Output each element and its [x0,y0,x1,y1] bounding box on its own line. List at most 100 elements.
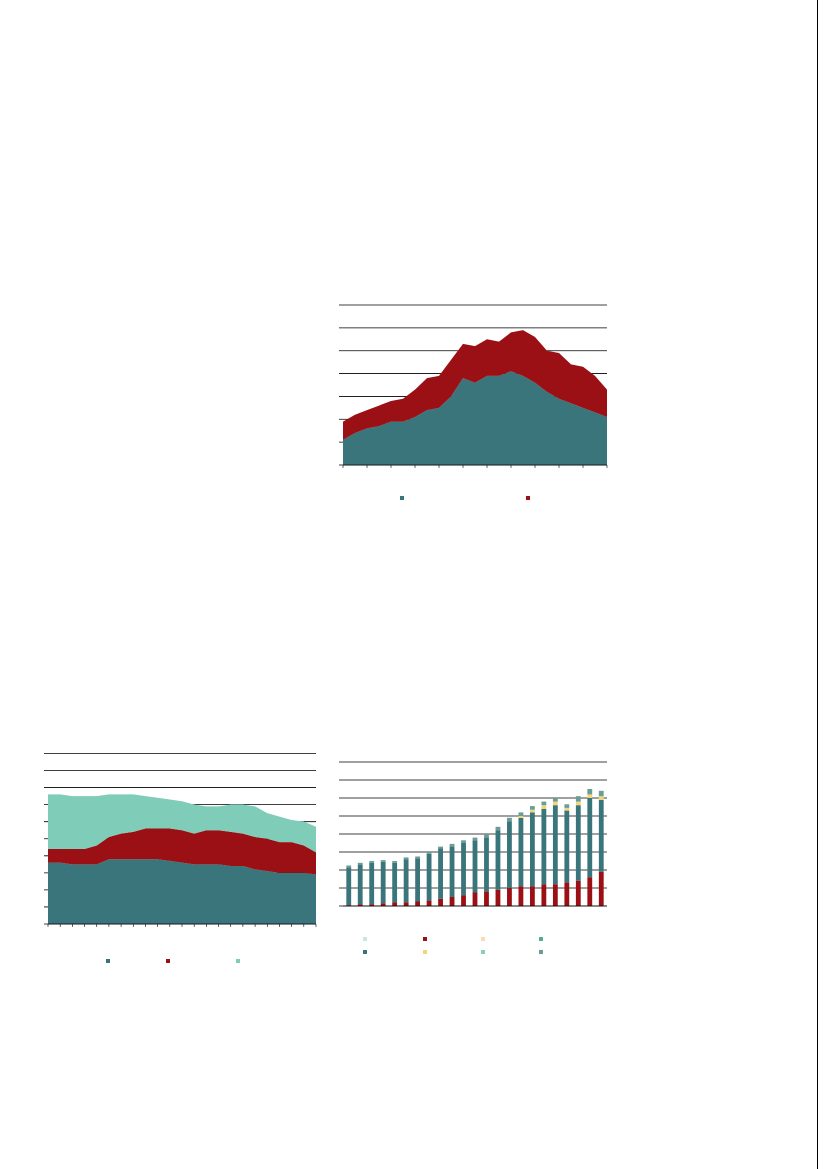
legend-swatch-1 [423,937,427,941]
legend-swatch-4 [363,950,367,954]
bar-segment-3 [461,840,466,843]
bar-segment-1 [518,817,524,887]
bar-segment-3 [529,806,535,810]
bar-chart-bottom-plot [339,761,607,954]
area-chart-bottom [40,753,325,970]
legend-swatch-0 [363,937,367,941]
series-area-0 [48,859,316,924]
bar-segment-0 [369,904,375,906]
legend-swatch-2 [236,959,240,963]
legend-swatch-5 [423,950,427,954]
bar-segment-0 [426,900,432,906]
bar-segment-0 [403,902,409,906]
legend-swatch-3 [539,937,543,941]
bar-segment-3 [438,846,443,849]
bar-segment-1 [438,848,443,899]
bar-segment-2 [541,805,547,809]
bar-segment-3 [426,852,432,854]
bar-segment-0 [552,884,558,906]
legend-swatch-0 [106,959,110,963]
bar-segment-3 [369,861,375,863]
bar-segment-3 [564,804,570,808]
bar-segment-1 [346,867,352,906]
bar-segment-1 [564,810,570,883]
bar-segment-0 [346,905,352,906]
bar-segment-3 [392,861,398,863]
bar-segment-1 [529,812,535,887]
bar-segment-2 [564,807,570,811]
legend-swatch-1 [526,496,530,500]
bar-segment-3 [552,798,558,802]
series-area-0 [343,371,607,465]
area-chart-bottom-plot [44,753,317,963]
bar-segment-2 [529,809,535,813]
legend-swatch-0 [400,496,404,500]
bar-segment-3 [449,843,455,847]
bar-segment-1 [575,805,581,881]
series-area-1 [48,828,316,875]
bar-segment-2 [575,801,581,806]
bar-segment-1 [392,862,398,903]
bar-segment-1 [426,853,432,901]
bar-segment-2 [552,801,558,806]
bar-segment-1 [484,837,489,892]
bar-segment-0 [529,886,535,906]
series-area-2 [48,794,316,853]
bar-segment-3 [380,860,386,862]
bar-segment-1 [472,840,478,893]
bar-segment-2 [518,816,524,818]
bar-segment-3 [587,789,593,795]
bar-segment-3 [357,862,363,865]
bar-segment-1 [449,846,455,897]
bar-segment-3 [403,857,409,860]
bar-segment-3 [598,790,604,797]
bar-segment-0 [438,898,443,906]
bar-segment-0 [472,892,478,906]
bar-segment-0 [575,880,581,906]
bar-segment-0 [392,902,398,906]
bar-segment-2 [598,796,604,800]
bar-segment-1 [461,843,466,896]
area-chart-top [335,298,615,513]
bar-segment-1 [552,805,558,885]
bar-segment-3 [541,801,547,806]
bar-segment-1 [380,861,386,904]
bar-segment-3 [415,856,421,859]
bar-segment-1 [598,799,604,872]
bar-segment-2 [587,794,593,798]
bar-segment-3 [484,834,489,838]
bar-segment-3 [507,817,512,822]
bar-segment-3 [575,796,581,802]
bar-segment-0 [380,903,386,906]
area-chart-top-plot [339,304,608,500]
bar-segment-1 [587,798,593,878]
bar-segment-0 [518,886,524,906]
bar-segment-0 [564,882,570,906]
bar-segment-0 [598,871,604,906]
bar-segment-0 [541,884,547,906]
bar-segment-1 [403,859,409,903]
bar-segment-0 [495,889,501,906]
legend-swatch-1 [166,959,170,963]
page-edge-line [817,0,818,1169]
bar-segment-1 [507,821,512,888]
bar-segment-1 [357,864,363,905]
legend-swatch-2 [481,937,485,941]
bar-segment-0 [449,897,455,906]
bar-segment-3 [472,837,478,841]
legend-swatch-6 [481,950,485,954]
bar-segment-1 [495,830,501,890]
bar-segment-0 [357,904,363,906]
bar-segment-3 [346,865,352,868]
bar-segment-3 [518,812,524,816]
bar-segment-0 [415,901,421,906]
bar-chart-bottom [335,755,620,970]
bar-segment-1 [541,808,547,885]
bar-segment-0 [587,877,593,906]
bar-segment-1 [415,858,421,902]
bar-segment-0 [461,895,466,906]
legend-swatch-7 [539,950,543,954]
series-area-1 [343,330,607,440]
bar-segment-1 [369,862,375,905]
bar-segment-0 [507,888,512,906]
